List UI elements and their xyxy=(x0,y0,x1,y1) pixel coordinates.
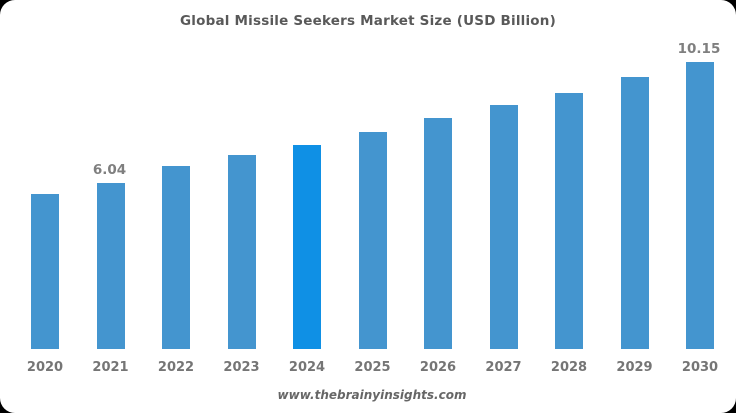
value-label-2030: 10.15 xyxy=(677,41,721,57)
bar-2026 xyxy=(424,118,452,349)
bar-2021 xyxy=(96,183,125,349)
bar-2029 xyxy=(620,77,649,349)
x-tick-2022: 2022 xyxy=(157,360,195,375)
x-tick-2028: 2028 xyxy=(550,360,588,375)
bar-2023 xyxy=(227,155,256,349)
bar-2028 xyxy=(555,93,583,349)
x-tick-2023: 2023 xyxy=(223,360,260,375)
x-tick-2026: 2026 xyxy=(419,360,457,375)
bar-2030 xyxy=(686,62,714,349)
x-tick-2030: 2030 xyxy=(681,360,719,375)
x-tick-2024: 2024 xyxy=(288,360,326,375)
bar-2020 xyxy=(31,194,59,349)
chart-title: Global Missile Seekers Market Size (USD … xyxy=(180,13,556,29)
x-tick-2021: 2021 xyxy=(92,360,129,375)
x-tick-2020: 2020 xyxy=(26,360,64,375)
x-tick-2029: 2029 xyxy=(616,360,653,375)
x-tick-2025: 2025 xyxy=(354,360,391,375)
bar-2024 xyxy=(293,145,321,349)
value-label-2021: 6.04 xyxy=(92,162,127,178)
x-tick-2027: 2027 xyxy=(485,360,522,375)
bar-2025 xyxy=(358,132,387,349)
bar-2022 xyxy=(162,166,190,349)
watermark-url: www.thebrainyinsights.com xyxy=(277,388,467,402)
bar-2027 xyxy=(489,105,518,349)
